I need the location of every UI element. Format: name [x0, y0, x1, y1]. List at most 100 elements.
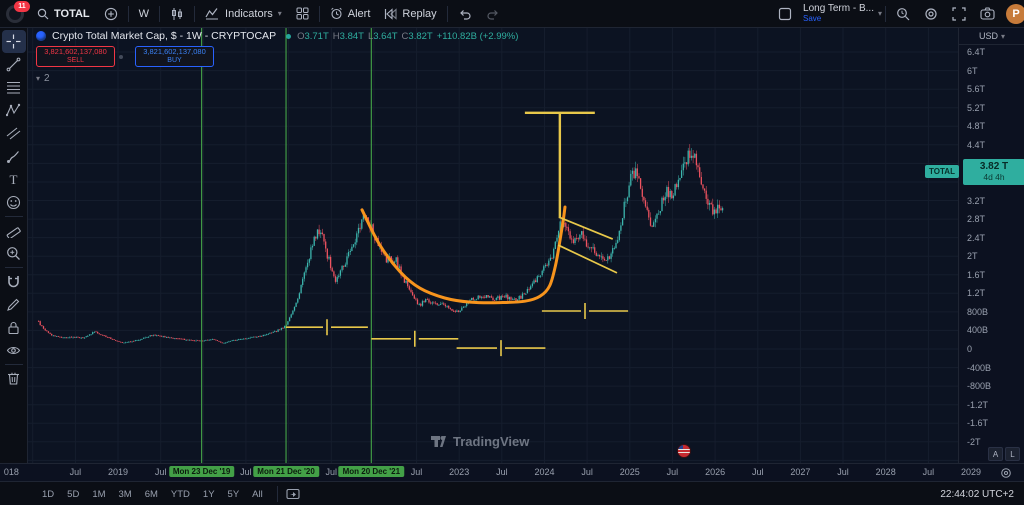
undo-button[interactable] — [451, 3, 479, 25]
hide-drawings-tool[interactable] — [2, 339, 26, 362]
event-date-label[interactable]: Mon 23 Dec '19 — [168, 466, 235, 477]
trade-panel-handle[interactable] — [119, 54, 123, 59]
crosshair-tool[interactable] — [1, 30, 26, 53]
event-date-label[interactable]: Mon 20 Dec '21 — [338, 466, 405, 477]
t-marker-drawing[interactable] — [524, 111, 595, 219]
parallel-channel-tool[interactable] — [2, 122, 26, 145]
price-tick: 6T — [967, 65, 978, 76]
publish-avatar[interactable]: P — [1006, 3, 1024, 24]
buy-button[interactable]: 3,821,602,137,080 BUY — [135, 46, 214, 67]
measure-drawing[interactable] — [456, 340, 546, 357]
price-tick: -1.6T — [967, 418, 989, 429]
price-tick: 800B — [967, 306, 989, 317]
alert-button[interactable]: Alert — [323, 3, 378, 25]
search-icon — [37, 8, 49, 19]
event-date-label[interactable]: Mon 21 Dec '20 — [253, 466, 319, 477]
brush-icon — [7, 151, 19, 163]
ohlc-values: O3.71T H3.84T L3.64T C3.82T +110.82B (+2… — [297, 30, 519, 42]
interval-button[interactable]: W — [138, 7, 150, 20]
currency-selector[interactable]: USD ▾ — [959, 28, 1024, 45]
chevron-down-icon[interactable]: ▾ — [877, 9, 882, 18]
time-axis[interactable]: 018 Jul 2019 Jul Mon 23 Dec '19 Jul Mon 21 Dec… — [0, 463, 1024, 482]
compare-add-button[interactable] — [97, 3, 125, 25]
toolbar-separator — [4, 267, 23, 268]
symbol-title[interactable]: Crypto Total Market Cap, $ - 1W - CRYPTO… — [52, 30, 277, 42]
redo-icon — [487, 9, 498, 20]
lock-icon — [8, 321, 19, 335]
layout-select-button[interactable] — [771, 3, 799, 25]
symbol-search-button[interactable]: TOTAL — [30, 3, 97, 25]
measure-drawing[interactable] — [371, 330, 459, 347]
axis-gear-icon[interactable] — [1000, 467, 1012, 479]
us-flag-event-icon[interactable] — [676, 444, 691, 458]
time-tick: Jul — [751, 467, 764, 477]
time-tick: Jul — [581, 467, 593, 477]
lock-drawings-tool[interactable] — [2, 316, 26, 339]
indicators-button[interactable]: Indicators ▾ — [198, 3, 289, 25]
save-layout-link[interactable]: Save — [803, 13, 822, 23]
crosshair-icon — [6, 34, 21, 49]
screenshot-button[interactable] — [973, 3, 1002, 25]
emoji-icon — [6, 195, 21, 210]
price-tick: 2.4T — [967, 232, 986, 243]
cup-curve-drawing[interactable] — [360, 205, 567, 305]
pattern-icon — [6, 103, 21, 117]
price-tick: -400B — [967, 362, 992, 373]
quick-search-button[interactable] — [889, 3, 917, 25]
price-tick: 2.8T — [967, 214, 986, 225]
ruler-tool[interactable] — [2, 219, 26, 242]
emoji-tool[interactable] — [2, 191, 26, 214]
brush-tool[interactable] — [2, 145, 26, 168]
auto-scale-button[interactable]: A — [988, 447, 1003, 461]
fib-retracement-tool[interactable] — [2, 76, 26, 99]
range-5D[interactable]: 5D — [67, 488, 80, 500]
trash-icon — [8, 372, 19, 385]
notification-badge: 11 — [14, 0, 30, 12]
range-6M[interactable]: 6M — [144, 488, 158, 500]
chart-settings-button[interactable] — [917, 3, 945, 25]
pattern-tool[interactable] — [2, 99, 26, 122]
price-chart-canvas[interactable] — [28, 28, 972, 463]
range-All[interactable]: All — [252, 488, 263, 500]
replay-button[interactable]: Replay — [377, 3, 443, 25]
chevron-down-icon: ▾ — [1001, 31, 1006, 41]
price-tick: 4.4T — [967, 139, 986, 150]
remove-drawings-tool[interactable] — [2, 367, 26, 390]
zoom-in-tool[interactable] — [2, 242, 26, 265]
chevron-down-icon: ▾ — [277, 9, 282, 18]
range-3M[interactable]: 3M — [118, 488, 132, 500]
object-tree-collapse[interactable]: ▾ 2 — [36, 73, 50, 84]
time-tick: Jul — [922, 467, 935, 477]
market-status-dot[interactable] — [286, 33, 292, 39]
range-1Y[interactable]: 1Y — [202, 488, 215, 500]
range-5Y[interactable]: 5Y — [227, 488, 240, 500]
log-scale-button[interactable]: L — [1005, 447, 1020, 461]
layout-title[interactable]: Long Term - B... Save — [803, 2, 874, 23]
redo-button[interactable] — [479, 3, 507, 25]
quick-search-icon — [897, 7, 910, 20]
stay-drawing-mode-tool[interactable] — [2, 293, 26, 316]
range-1D[interactable]: 1D — [42, 488, 55, 500]
range-YTD[interactable]: YTD — [170, 488, 190, 500]
timezone-clock[interactable]: 22:44:02 UTC+2 — [940, 488, 1014, 500]
measure-drawing[interactable] — [541, 303, 629, 319]
measure-drawing[interactable] — [286, 319, 368, 336]
trend-line-tool[interactable] — [2, 53, 26, 76]
price-tick: -800B — [967, 381, 992, 392]
price-axis[interactable]: USD▾ 6.4T6T5.6T5.2T4.8T4.4T4T3.2T2.8T2.4… — [925, 28, 1024, 463]
sell-button[interactable]: 3,821,602,137,080 SELL — [36, 46, 115, 67]
bottom-toolbar: 1D 5D 1M 3M 6M YTD 1Y 5Y All 22:44:02 UTC+2 — [0, 481, 1024, 505]
text-tool[interactable]: T — [2, 168, 26, 191]
range-1M[interactable]: 1M — [92, 488, 106, 500]
toolbar-separator — [276, 486, 278, 502]
bar-countdown: 4d 4h — [983, 171, 1005, 182]
fullscreen-button[interactable] — [945, 3, 973, 25]
indicator-templates-button[interactable] — [289, 3, 316, 25]
flag-channel-drawing[interactable] — [557, 216, 618, 274]
price-tick: 6.4T — [967, 47, 986, 58]
user-menu-button[interactable]: 11 — [6, 0, 30, 23]
chart-pane[interactable]: Crypto Total Market Cap, $ - 1W - CRYPTO… — [28, 28, 972, 463]
magnet-tool[interactable] — [2, 270, 26, 293]
chart-type-button[interactable] — [163, 3, 191, 25]
go-to-date-icon[interactable] — [286, 488, 300, 500]
